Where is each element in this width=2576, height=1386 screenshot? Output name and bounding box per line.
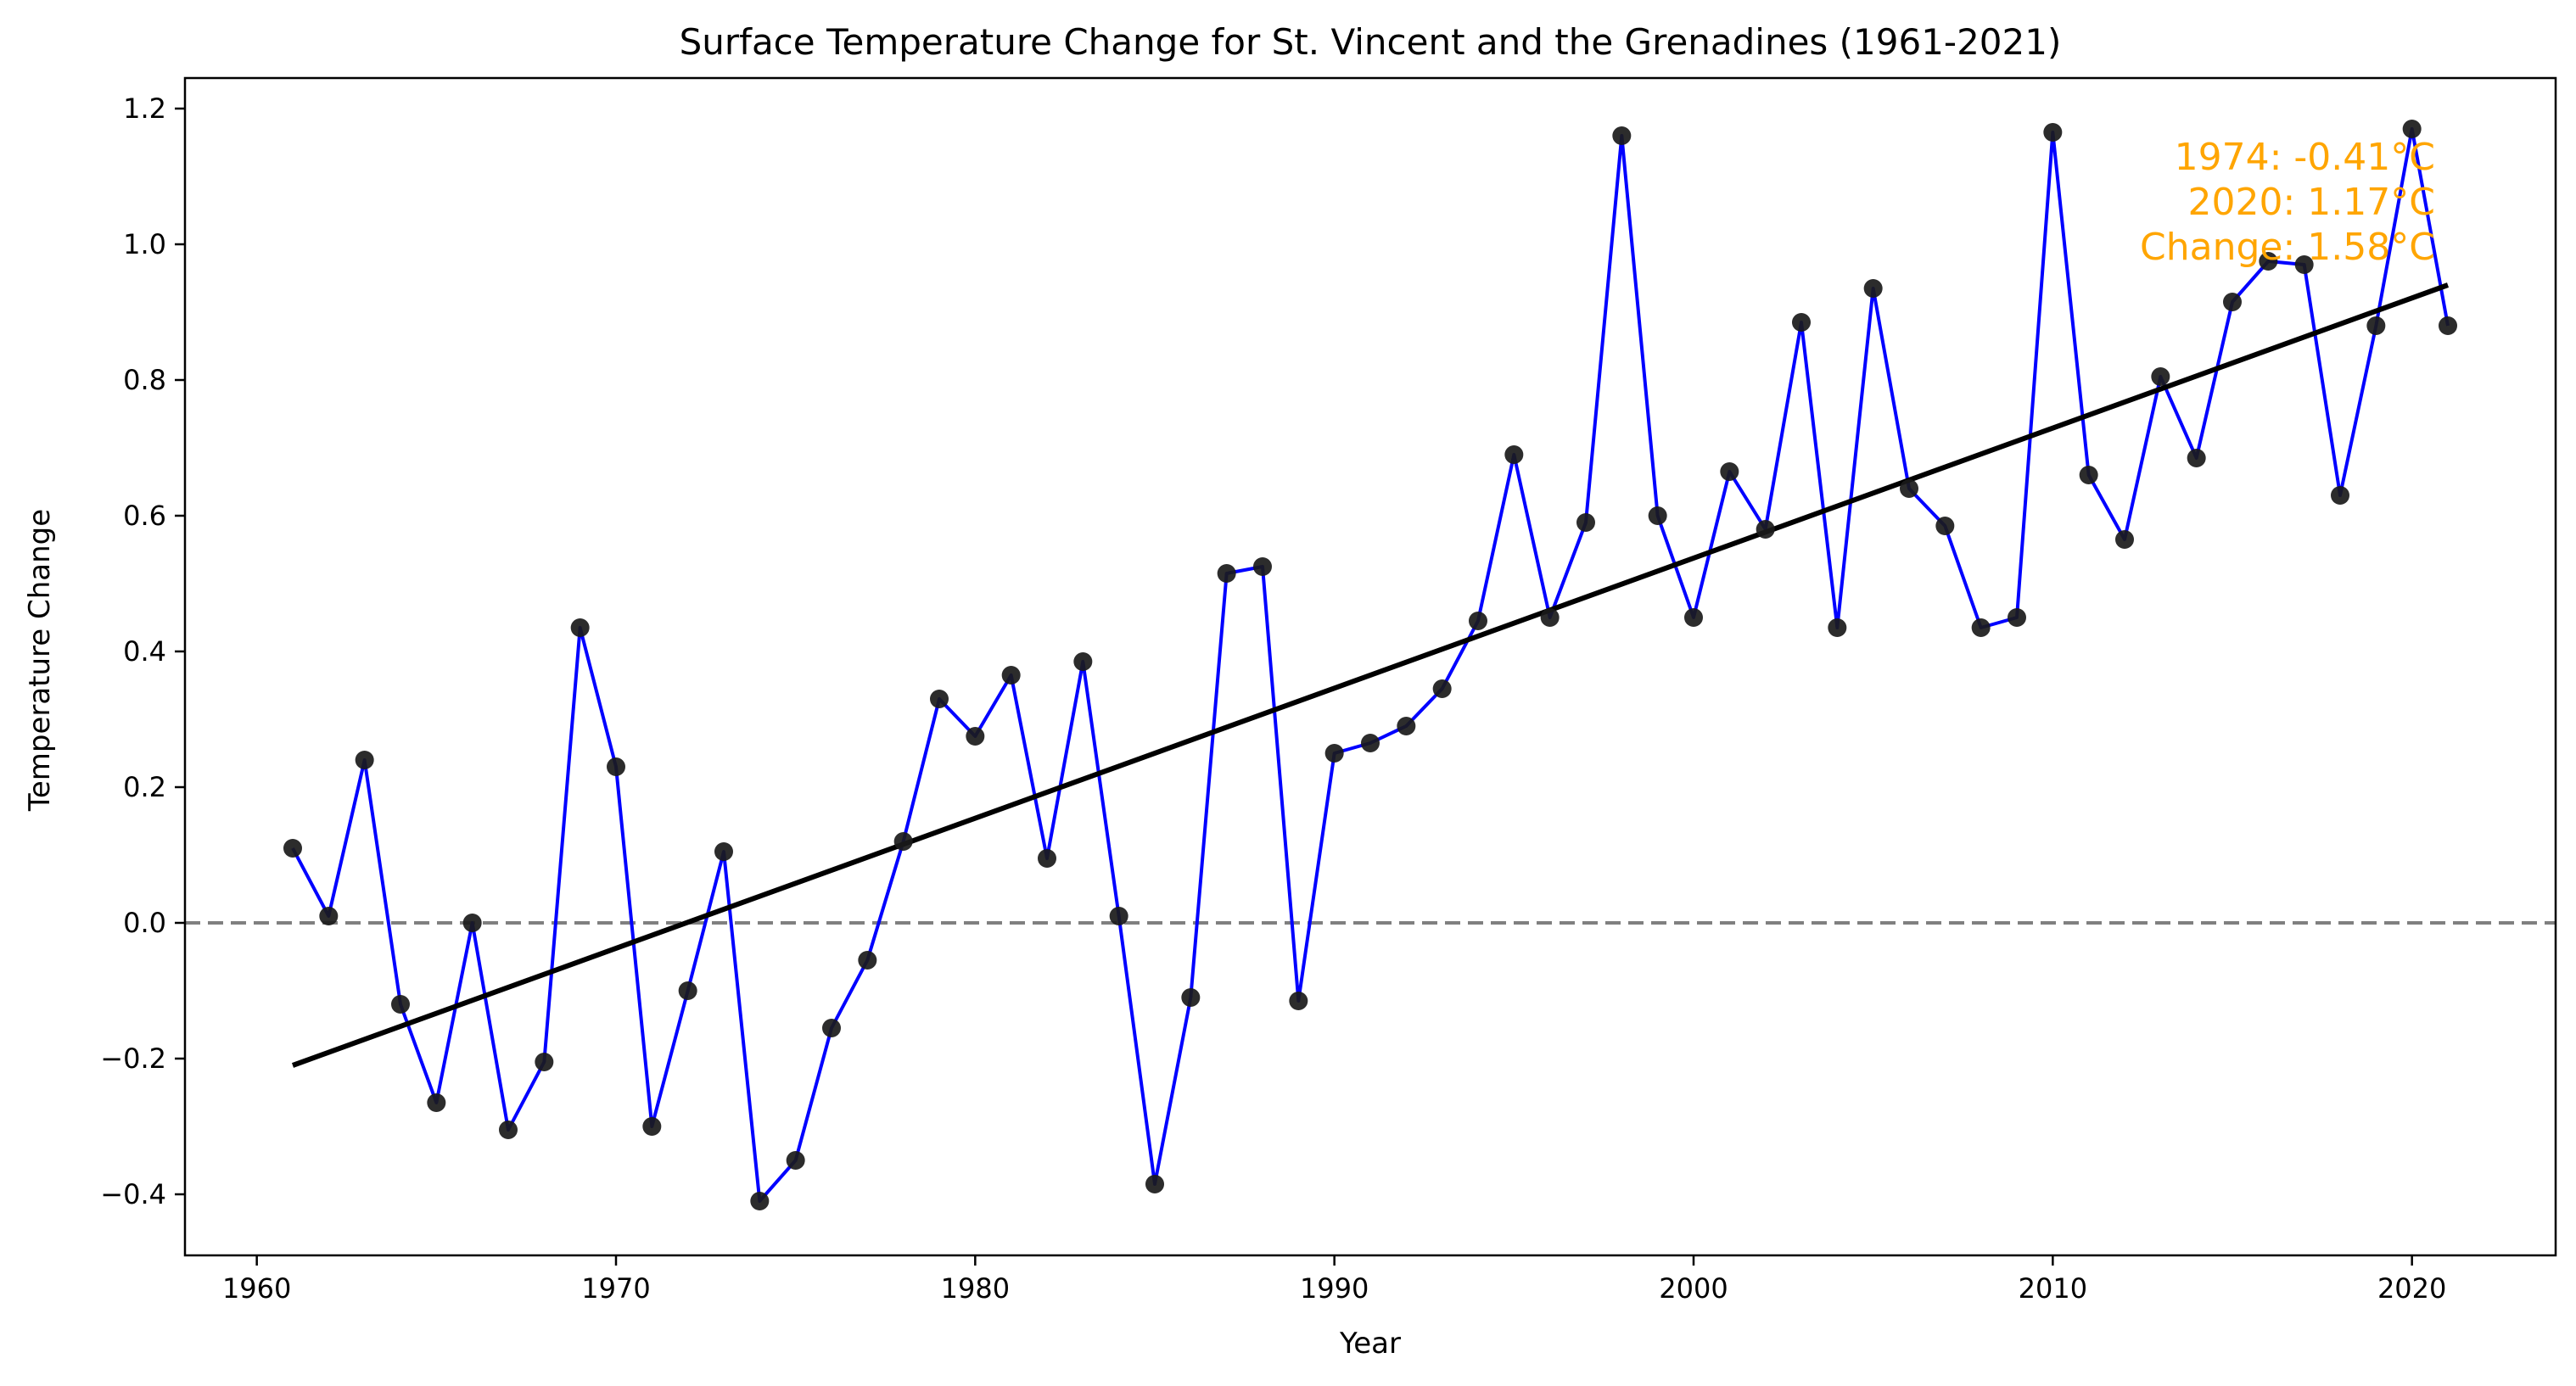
data-point-1971	[642, 1117, 662, 1136]
data-point-2013	[2151, 367, 2170, 386]
data-point-1999	[1648, 506, 1667, 525]
data-point-1972	[678, 981, 697, 1000]
y-tick-label-5: 0.6	[123, 500, 166, 532]
y-axis-label: Temperature Change	[23, 509, 57, 812]
chart-title: Surface Temperature Change for St. Vince…	[680, 21, 2062, 63]
data-point-2002	[1756, 520, 1775, 539]
y-tick-label-0: −0.4	[100, 1178, 166, 1210]
data-point-2019	[2366, 316, 2386, 335]
data-point-1992	[1397, 717, 1416, 735]
data-point-2012	[2115, 530, 2134, 549]
data-point-1970	[607, 757, 625, 776]
data-point-1968	[535, 1053, 554, 1071]
data-point-1969	[570, 618, 590, 637]
data-point-1976	[822, 1019, 841, 1037]
data-point-1979	[930, 690, 949, 708]
data-point-1991	[1361, 734, 1380, 752]
y-tick-label-2: 0.0	[123, 907, 166, 939]
data-point-1982	[1038, 849, 1056, 868]
data-point-2014	[2187, 449, 2206, 467]
y-tick-label-8: 1.2	[123, 92, 166, 125]
data-point-1984	[1109, 907, 1128, 925]
data-point-2015	[2223, 293, 2242, 311]
data-point-2020	[2402, 120, 2422, 138]
data-point-2007	[1935, 517, 1955, 535]
data-point-2000	[1684, 608, 1703, 627]
data-point-1993	[1432, 679, 1452, 698]
data-point-1961	[283, 839, 302, 858]
x-tick-label-1980: 1980	[941, 1272, 1010, 1305]
data-point-1990	[1324, 744, 1344, 763]
annotation-line-3: Change: 1.58°C	[2140, 226, 2435, 269]
data-point-2011	[2079, 466, 2098, 484]
data-point-2010	[2043, 123, 2063, 142]
annotation-line-1: 1974: -0.41°C	[2175, 136, 2435, 179]
x-axis-label: Year	[1339, 1327, 1401, 1361]
y-tick-label-4: 0.4	[123, 635, 166, 668]
data-point-1988	[1253, 557, 1272, 576]
data-point-1986	[1181, 988, 1201, 1007]
data-point-1962	[319, 907, 339, 925]
x-tick-label-1960: 1960	[222, 1272, 291, 1305]
data-point-1975	[786, 1151, 805, 1170]
data-point-2006	[1900, 479, 1918, 498]
data-point-1987	[1217, 564, 1236, 583]
data-point-1963	[355, 751, 374, 769]
data-point-2016	[2259, 252, 2278, 271]
data-point-1989	[1289, 992, 1308, 1010]
data-point-2009	[2008, 608, 2026, 627]
data-point-2021	[2439, 316, 2457, 335]
x-tick-label-2020: 2020	[2377, 1272, 2446, 1305]
data-point-2001	[1720, 462, 1739, 481]
data-point-2004	[1828, 618, 1847, 637]
data-point-1985	[1145, 1175, 1164, 1193]
data-point-1973	[714, 842, 733, 861]
data-point-1997	[1576, 513, 1595, 532]
y-tick-label-6: 0.8	[123, 364, 166, 396]
data-point-1994	[1469, 612, 1487, 630]
trend-line	[291, 282, 2450, 1068]
data-point-2003	[1792, 313, 1811, 332]
x-tick-label-1990: 1990	[1300, 1272, 1369, 1305]
data-point-1966	[462, 914, 482, 932]
data-point-1996	[1540, 608, 1560, 627]
data-point-2017	[2294, 255, 2314, 274]
data-point-1995	[1504, 445, 1524, 464]
y-tick-label-3: 0.2	[123, 771, 166, 803]
annotation-line-2: 2020: 1.17°C	[2188, 181, 2435, 224]
x-tick-label-2010: 2010	[2019, 1272, 2087, 1305]
data-point-1980	[966, 727, 985, 746]
data-point-1998	[1612, 126, 1632, 145]
x-tick-label-2000: 2000	[1659, 1272, 1728, 1305]
data-point-2008	[1971, 618, 1991, 637]
data-point-1981	[1001, 666, 1021, 685]
annotation: 1974: -0.41°C 2020: 1.17°C Change: 1.58°…	[2140, 136, 2435, 269]
x-tick-label-1970: 1970	[581, 1272, 650, 1305]
y-tick-label-7: 1.0	[123, 228, 166, 260]
data-point-2005	[1863, 279, 1883, 298]
plot-frame	[183, 76, 2557, 1257]
data-point-1974	[750, 1192, 770, 1210]
data-point-1977	[858, 951, 877, 970]
data-point-1983	[1073, 652, 1093, 671]
data-point-2018	[2331, 486, 2349, 505]
data-point-1965	[427, 1093, 446, 1112]
data-point-1967	[499, 1121, 518, 1139]
data-point-1964	[391, 995, 410, 1014]
y-tick-label-1: −0.2	[100, 1042, 166, 1075]
data-point-1978	[893, 832, 913, 851]
